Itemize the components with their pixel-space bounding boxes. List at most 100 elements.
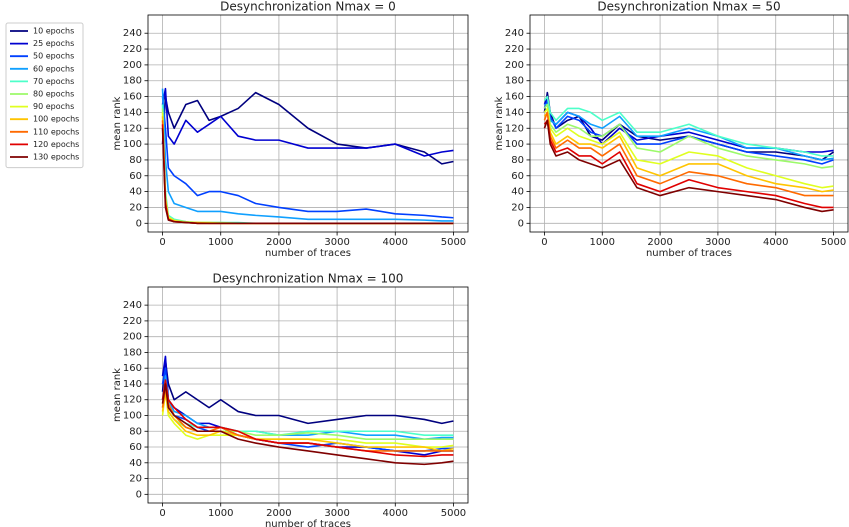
y-tick-label: 0 xyxy=(136,489,142,500)
legend-label: 120 epochs xyxy=(33,140,79,149)
series-line xyxy=(543,119,834,209)
y-tick-label: 80 xyxy=(511,155,524,166)
y-tick-label: 100 xyxy=(505,139,524,150)
y-tick-label: 160 xyxy=(123,92,142,103)
axes-frame xyxy=(529,14,849,233)
plot-area xyxy=(148,287,468,503)
y-tick-label: 40 xyxy=(129,187,142,198)
y-tick-label: 120 xyxy=(505,123,524,134)
series-line xyxy=(161,96,454,219)
x-tick-label: 0 xyxy=(159,237,165,248)
series-line xyxy=(161,88,454,222)
y-tick-label: 160 xyxy=(505,92,524,103)
y-tick-label: 160 xyxy=(123,363,142,374)
y-tick-label: 40 xyxy=(129,458,142,469)
series-line xyxy=(161,87,454,157)
chart-title: Desynchronization Nmax = 100 xyxy=(213,272,404,286)
y-tick-label: 220 xyxy=(123,44,142,55)
x-tick-label: 0 xyxy=(159,508,165,519)
series-line xyxy=(543,111,834,193)
legend-label: 70 epochs xyxy=(33,77,74,86)
x-tick-label: 5000 xyxy=(821,237,846,248)
x-tick-label: 5000 xyxy=(441,508,466,519)
series-line xyxy=(543,111,834,197)
x-tick-label: 2000 xyxy=(647,237,672,248)
legend-label: 110 epochs xyxy=(33,127,79,136)
chart-title: Desynchronization Nmax = 0 xyxy=(220,0,396,14)
y-tick-label: 220 xyxy=(123,316,142,327)
axes-frame xyxy=(147,286,469,504)
x-tick-label: 4000 xyxy=(763,237,788,248)
x-tick-label: 3000 xyxy=(705,237,730,248)
legend-label: 50 epochs xyxy=(33,52,74,61)
y-tick-label: 80 xyxy=(129,426,142,437)
y-tick-label: 120 xyxy=(123,395,142,406)
y-tick-label: 220 xyxy=(505,44,524,55)
y-tick-label: 60 xyxy=(511,171,524,182)
y-tick-label: 140 xyxy=(505,107,524,118)
legend-label: 100 epochs xyxy=(33,115,79,124)
y-tick-label: 40 xyxy=(511,187,524,198)
legend-label: 10 epochs xyxy=(33,27,74,36)
y-tick-label: 240 xyxy=(123,300,142,311)
y-tick-label: 180 xyxy=(123,76,142,87)
y-axis-label: mean rank xyxy=(112,368,123,422)
series-line xyxy=(543,103,834,169)
y-tick-label: 0 xyxy=(518,218,524,229)
y-tick-label: 200 xyxy=(505,60,524,71)
y-tick-label: 20 xyxy=(511,202,524,213)
x-tick-label: 3000 xyxy=(324,508,349,519)
x-tick-label: 0 xyxy=(541,237,547,248)
series-line xyxy=(161,383,454,466)
x-tick-label: 4000 xyxy=(383,237,408,248)
legend-label: 60 epochs xyxy=(33,64,74,73)
x-axis-label: number of traces xyxy=(646,248,732,259)
y-tick-label: 60 xyxy=(129,171,142,182)
series-line xyxy=(543,107,834,189)
subplot: 0 20 40 60 80 100 120 140 160 180 200 220 240 0 1000 20… xyxy=(112,0,469,259)
y-tick-label: 20 xyxy=(129,474,142,485)
y-tick-label: 100 xyxy=(123,410,142,421)
series-line xyxy=(161,359,454,425)
y-tick-label: 20 xyxy=(129,202,142,213)
x-axis-label: number of traces xyxy=(265,248,351,259)
x-tick-label: 2000 xyxy=(266,508,291,519)
y-tick-label: 0 xyxy=(136,218,142,229)
legend-label: 130 epochs xyxy=(33,153,79,162)
y-tick-label: 120 xyxy=(123,123,142,134)
chart-title: Desynchronization Nmax = 50 xyxy=(597,0,780,14)
x-tick-label: 2000 xyxy=(266,237,291,248)
series-line xyxy=(161,379,454,458)
x-tick-label: 1000 xyxy=(208,508,233,519)
plot-area xyxy=(148,15,468,232)
x-tick-label: 1000 xyxy=(208,237,233,248)
series-line xyxy=(543,119,834,213)
subplot: 0 20 40 60 80 100 120 140 160 180 200 220 240 0 1000 20… xyxy=(112,272,469,527)
y-axis-label: mean rank xyxy=(112,96,123,150)
y-tick-label: 140 xyxy=(123,107,142,118)
subplot: 0 20 40 60 80 100 120 140 160 180 200 220 240 0 1000 20… xyxy=(494,0,849,259)
x-tick-label: 5000 xyxy=(441,237,466,248)
x-tick-label: 1000 xyxy=(590,237,615,248)
legend-label: 90 epochs xyxy=(33,102,74,111)
y-tick-label: 100 xyxy=(123,139,142,150)
y-tick-label: 60 xyxy=(129,442,142,453)
y-axis-label: mean rank xyxy=(494,96,505,150)
y-tick-label: 240 xyxy=(505,28,524,39)
axes-frame xyxy=(147,14,469,233)
x-axis-label: number of traces xyxy=(265,519,351,527)
legend-label: 25 epochs xyxy=(33,39,74,48)
x-tick-label: 3000 xyxy=(324,237,349,248)
series-line xyxy=(161,128,454,225)
y-tick-label: 200 xyxy=(123,60,142,71)
y-tick-label: 200 xyxy=(123,332,142,343)
legend: 10 epochs 25 epochs 50 epochs 60 epochs 70 e… xyxy=(5,22,84,169)
y-tick-label: 80 xyxy=(129,155,142,166)
y-tick-label: 140 xyxy=(123,379,142,390)
y-tick-label: 180 xyxy=(505,76,524,87)
series-line xyxy=(543,95,834,157)
x-tick-label: 4000 xyxy=(383,508,408,519)
series-line xyxy=(543,99,834,165)
y-tick-label: 180 xyxy=(123,347,142,358)
